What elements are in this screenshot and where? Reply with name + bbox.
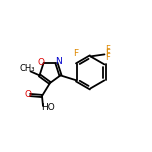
Text: O: O xyxy=(37,58,44,67)
Text: F: F xyxy=(105,49,110,58)
Text: CH₃: CH₃ xyxy=(20,64,35,73)
Text: HO: HO xyxy=(41,102,55,112)
Text: F: F xyxy=(105,45,110,54)
Text: N: N xyxy=(56,57,62,66)
Text: O: O xyxy=(24,90,31,99)
Text: F: F xyxy=(105,53,110,62)
Text: F: F xyxy=(73,49,78,58)
